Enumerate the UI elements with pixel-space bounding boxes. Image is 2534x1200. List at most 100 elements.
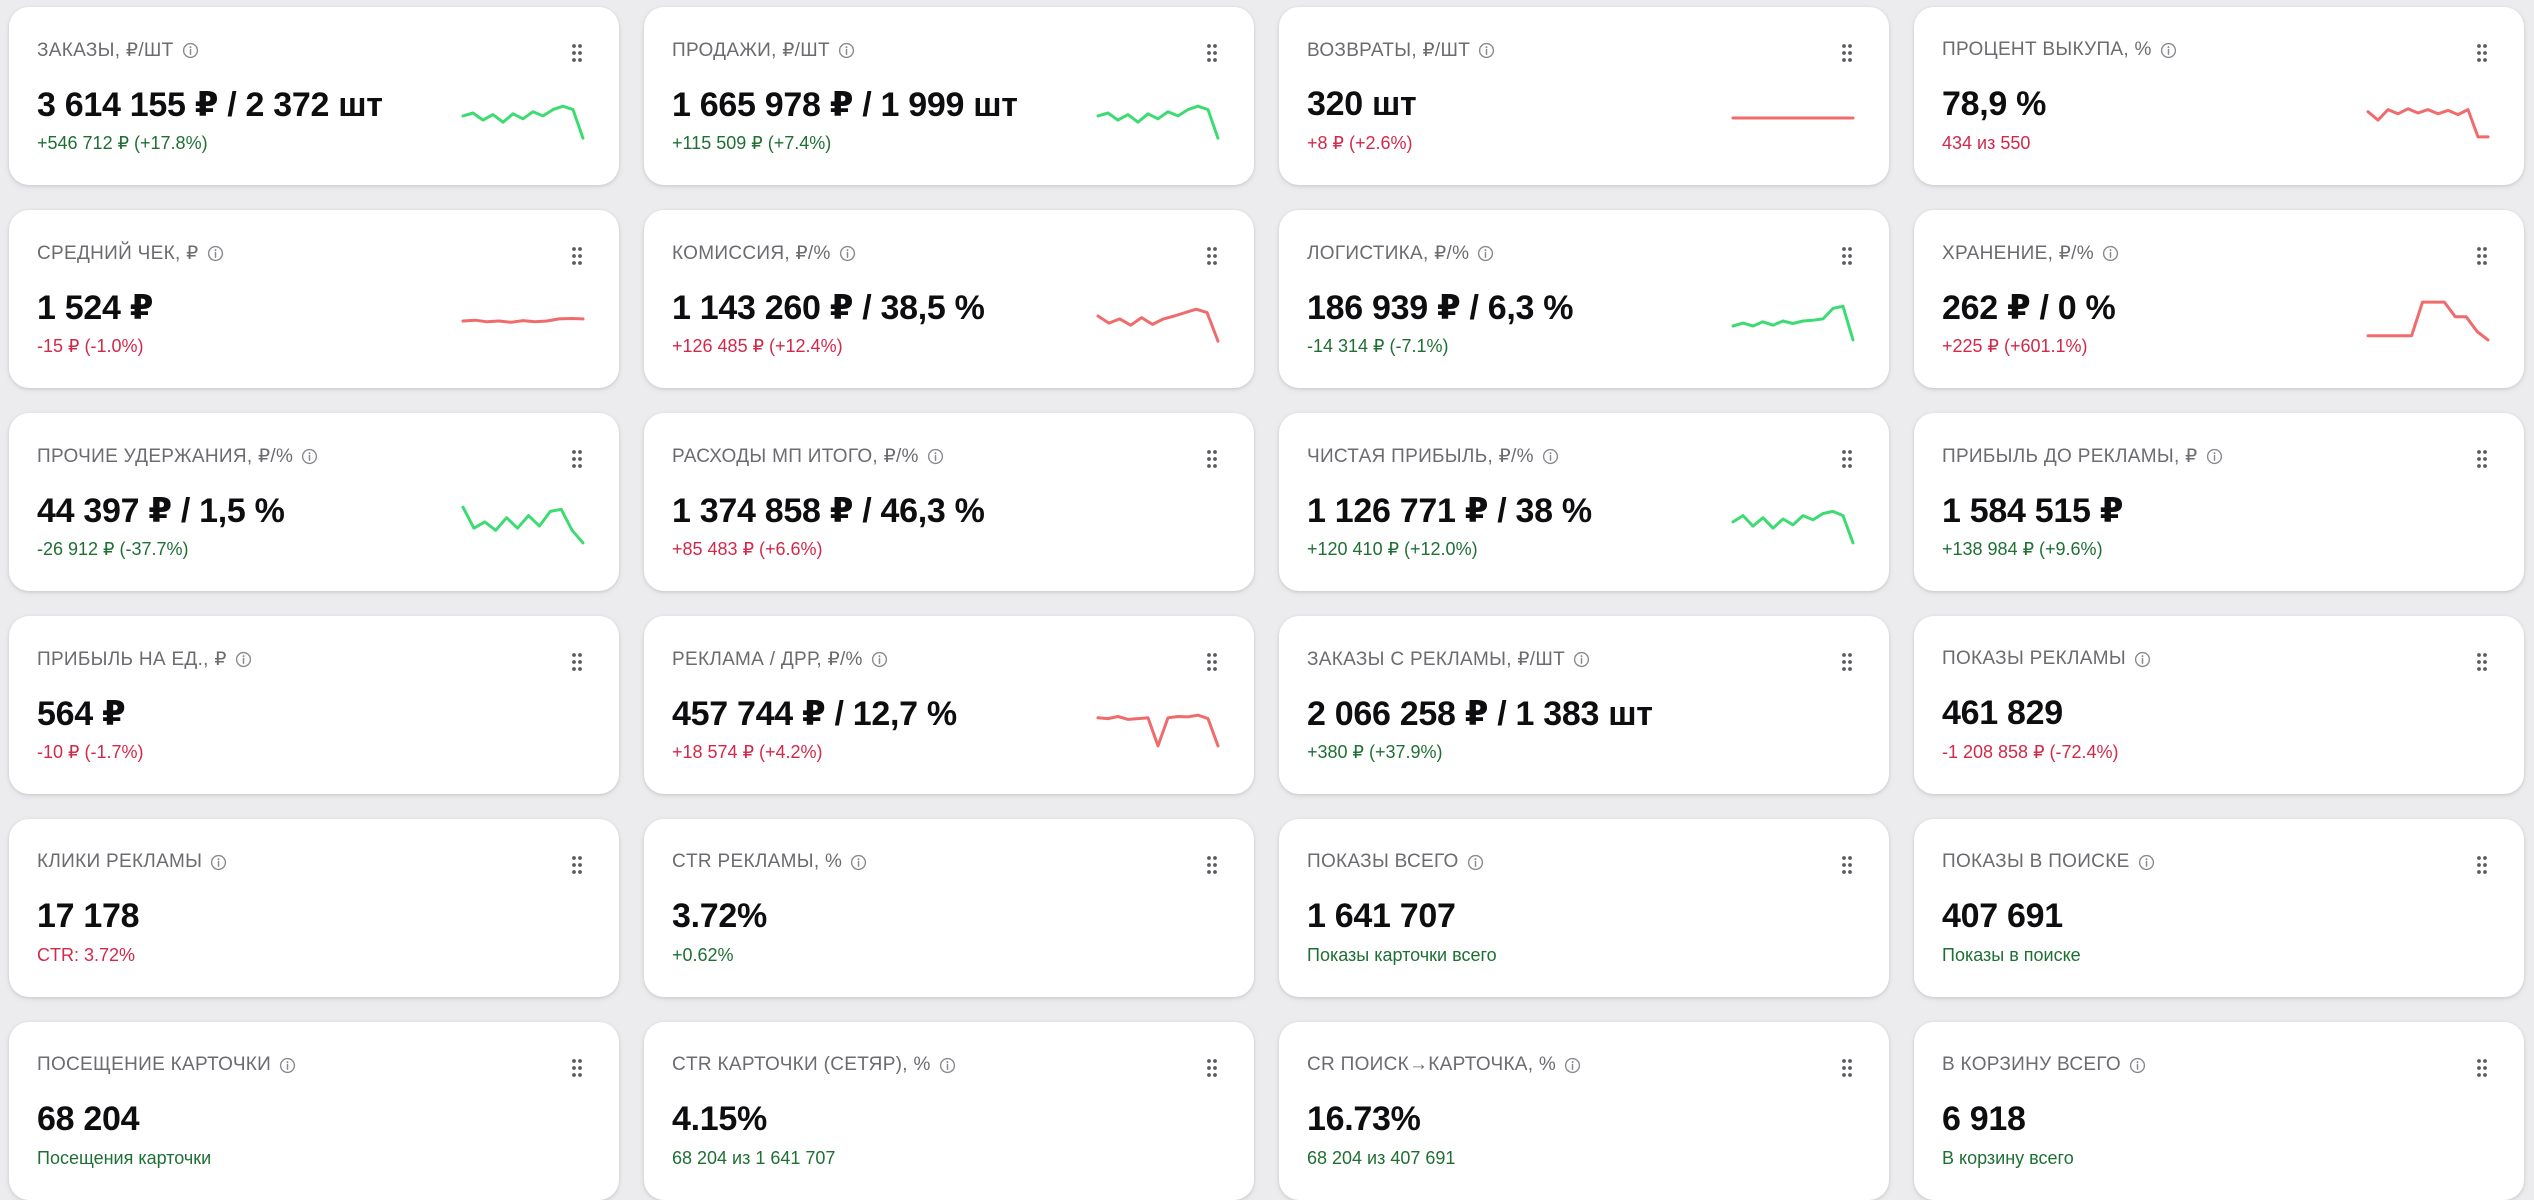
metric-title: ХРАНЕНИЕ, ₽/% [1942,242,2119,265]
metric-card[interactable]: В КОРЗИНУ ВСЕГО 6 918 В корзину всего [1914,1022,2524,1200]
drag-handle-icon[interactable] [571,855,583,875]
drag-handle-icon[interactable] [1841,43,1853,63]
info-circle-icon[interactable] [2102,245,2119,262]
metric-card[interactable]: РЕКЛАМА / ДРР, ₽/% 457 744 ₽ / 12,7 % +18 … [644,616,1254,794]
metric-value: 78,9 % [1942,85,2047,123]
drag-handle-icon[interactable] [1841,652,1853,672]
metric-delta: Показы в поиске [1942,945,2081,965]
metric-card[interactable]: CTR РЕКЛАМЫ, % 3.72% +0.62% [644,819,1254,997]
metric-title: CTR РЕКЛАМЫ, % [672,851,867,873]
sparkline-line [461,104,585,140]
info-circle-icon[interactable] [2206,448,2223,465]
metric-card[interactable]: ПРИБЫЛЬ НА ЕД., ₽ 564 ₽ -10 ₽ (-1.7%) [9,616,619,794]
metric-card[interactable]: ПРИБЫЛЬ ДО РЕКЛАМЫ, ₽ 1 584 515 ₽ +138 984… [1914,413,2524,591]
metric-title-text: ЗАКАЗЫ, ₽/ШТ [37,40,174,61]
metric-title-text: КОМИССИЯ, ₽/% [672,243,831,264]
drag-handle-icon[interactable] [571,1058,583,1078]
metric-card[interactable]: CTR КАРТОЧКИ (СЕТЯР), % 4.15% 68 204 из 1 … [644,1022,1254,1200]
metric-title: CTR КАРТОЧКИ (СЕТЯР), % [672,1054,956,1076]
drag-handle-icon[interactable] [1206,1058,1218,1078]
info-circle-icon[interactable] [2138,854,2155,871]
metric-title-text: РЕКЛАМА / ДРР, ₽/% [672,649,863,670]
info-circle-icon[interactable] [939,1057,956,1074]
metric-card[interactable]: ПРОЧИЕ УДЕРЖАНИЯ, ₽/% 44 397 ₽ / 1,5 % -26… [9,413,619,591]
metric-title: ПОКАЗЫ ВСЕГО [1307,851,1484,873]
metric-card[interactable]: ВОЗВРАТЫ, ₽/ШТ 320 шт +8 ₽ (+2.6%) [1279,7,1889,185]
drag-handle-icon[interactable] [1206,246,1218,266]
info-circle-icon[interactable] [235,651,252,668]
metric-card[interactable]: ЛОГИСТИКА, ₽/% 186 939 ₽ / 6,3 % -14 314 ₽… [1279,210,1889,388]
metric-card[interactable]: ПОКАЗЫ В ПОИСКЕ 407 691 Показы в поиске [1914,819,2524,997]
info-circle-icon[interactable] [301,448,318,465]
info-circle-icon[interactable] [1477,245,1494,262]
sparkline-line [1096,104,1220,140]
drag-handle-icon[interactable] [1206,652,1218,672]
drag-handle-icon[interactable] [1841,855,1853,875]
metric-delta: Показы карточки всего [1307,945,1497,965]
metric-title-text: ХРАНЕНИЕ, ₽/% [1942,243,2094,264]
metric-title-text: СРЕДНИЙ ЧЕК, ₽ [37,243,199,264]
metric-value: 68 204 [37,1100,140,1138]
info-circle-icon[interactable] [2129,1057,2146,1074]
metric-value: 1 524 ₽ [37,289,154,327]
sparkline-line [2366,300,2490,342]
metric-card[interactable]: ПОСЕЩЕНИЕ КАРТОЧКИ 68 204 Посещения карточ… [9,1022,619,1200]
drag-handle-icon[interactable] [1841,1058,1853,1078]
info-circle-icon[interactable] [279,1057,296,1074]
metric-card[interactable]: CR ПОИСК→КАРТОЧКА, % 16.73% 68 204 из 407 … [1279,1022,1889,1200]
drag-handle-icon[interactable] [2476,43,2488,63]
metric-card[interactable]: СРЕДНИЙ ЧЕК, ₽ 1 524 ₽ -15 ₽ (-1.0%) [9,210,619,388]
drag-handle-icon[interactable] [1841,246,1853,266]
info-circle-icon[interactable] [182,42,199,59]
info-circle-icon[interactable] [2134,651,2151,668]
drag-handle-icon[interactable] [1841,449,1853,469]
info-circle-icon[interactable] [207,245,224,262]
info-circle-icon[interactable] [1542,448,1559,465]
info-circle-icon[interactable] [927,448,944,465]
metric-title: ПРОДАЖИ, ₽/ШТ [672,39,855,62]
metric-title-text: ПРОЦЕНТ ВЫКУПА, % [1942,39,2152,60]
metric-value: 17 178 [37,897,140,935]
metric-delta: В корзину всего [1942,1148,2074,1168]
metric-title: ЗАКАЗЫ С РЕКЛАМЫ, ₽/ШТ [1307,648,1590,671]
drag-handle-icon[interactable] [2476,652,2488,672]
metric-card[interactable]: ЧИСТАЯ ПРИБЫЛЬ, ₽/% 1 126 771 ₽ / 38 % +12… [1279,413,1889,591]
metric-card[interactable]: РАСХОДЫ МП ИТОГО, ₽/% 1 374 858 ₽ / 46,3 … [644,413,1254,591]
metric-card[interactable]: КОМИССИЯ, ₽/% 1 143 260 ₽ / 38,5 % +126 48… [644,210,1254,388]
info-circle-icon[interactable] [850,854,867,871]
drag-handle-icon[interactable] [1206,855,1218,875]
drag-handle-icon[interactable] [1206,43,1218,63]
info-circle-icon[interactable] [2160,42,2177,59]
sparkline-chart [461,104,585,140]
metric-card[interactable]: ЗАКАЗЫ С РЕКЛАМЫ, ₽/ШТ 2 066 258 ₽ / 1 38… [1279,616,1889,794]
drag-handle-icon[interactable] [2476,855,2488,875]
drag-handle-icon[interactable] [571,449,583,469]
metric-card[interactable]: ПОКАЗЫ РЕКЛАМЫ 461 829 -1 208 858 ₽ (-72.4… [1914,616,2524,794]
drag-handle-icon[interactable] [1206,449,1218,469]
metric-card[interactable]: ПОКАЗЫ ВСЕГО 1 641 707 Показы карточки все… [1279,819,1889,997]
metric-card[interactable]: ЗАКАЗЫ, ₽/ШТ 3 614 155 ₽ / 2 372 шт +546 7… [9,7,619,185]
metric-card[interactable]: ПРОДАЖИ, ₽/ШТ 1 665 978 ₽ / 1 999 шт +115 … [644,7,1254,185]
drag-handle-icon[interactable] [2476,246,2488,266]
drag-handle-icon[interactable] [571,652,583,672]
sparkline-line [461,317,585,324]
info-circle-icon[interactable] [1478,42,1495,59]
drag-handle-icon[interactable] [2476,1058,2488,1078]
metric-value: 461 829 [1942,694,2063,732]
info-circle-icon[interactable] [871,651,888,668]
info-circle-icon[interactable] [1467,854,1484,871]
info-circle-icon[interactable] [838,42,855,59]
metric-delta: +138 984 ₽ (+9.6%) [1942,539,2103,559]
info-circle-icon[interactable] [1573,651,1590,668]
metric-card[interactable]: ПРОЦЕНТ ВЫКУПА, % 78,9 % 434 из 550 [1914,7,2524,185]
drag-handle-icon[interactable] [571,246,583,266]
drag-handle-icon[interactable] [2476,449,2488,469]
metric-card[interactable]: КЛИКИ РЕКЛАМЫ 17 178 CTR: 3.72% [9,819,619,997]
metric-card[interactable]: ХРАНЕНИЕ, ₽/% 262 ₽ / 0 % +225 ₽ (+601.1%) [1914,210,2524,388]
info-circle-icon[interactable] [839,245,856,262]
info-circle-icon[interactable] [210,854,227,871]
metric-delta: +225 ₽ (+601.1%) [1942,336,2088,356]
drag-handle-icon[interactable] [571,43,583,63]
metric-delta: +8 ₽ (+2.6%) [1307,133,1413,153]
info-circle-icon[interactable] [1564,1057,1581,1074]
